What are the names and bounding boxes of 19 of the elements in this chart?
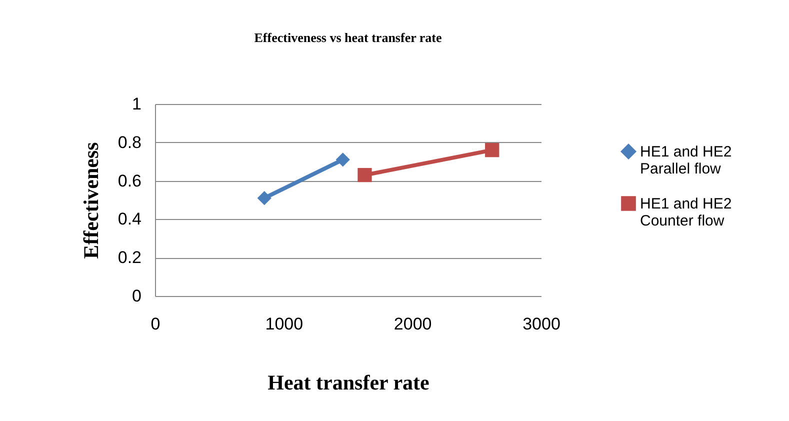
y-tick-label: 0.2 (118, 248, 142, 268)
y-tick-label: 0.8 (118, 132, 142, 152)
chart-title: Effectiveness vs heat transfer rate (254, 30, 442, 45)
y-tick-label: 1 (132, 94, 142, 114)
y-tick-label: 0 (132, 286, 142, 306)
x-tick-label: 2000 (394, 314, 432, 334)
legend-label: HE1 and HE2 Counter flow (640, 196, 732, 230)
x-axis-title: Heat transfer rate (268, 370, 430, 394)
x-tick-label: 0 (150, 314, 160, 334)
point (485, 143, 500, 158)
y-tick-label: 0.6 (118, 171, 142, 190)
point (336, 152, 350, 167)
y-axis-title: Effectiveness (78, 142, 103, 259)
point (257, 191, 272, 206)
x-tick-label: 1000 (265, 314, 304, 334)
legend-label: HE1 and HE2 Parallel flow (640, 144, 732, 178)
x-tick-label: 3000 (522, 314, 560, 334)
y-tick-label: 0.4 (118, 210, 142, 229)
point (358, 168, 372, 182)
